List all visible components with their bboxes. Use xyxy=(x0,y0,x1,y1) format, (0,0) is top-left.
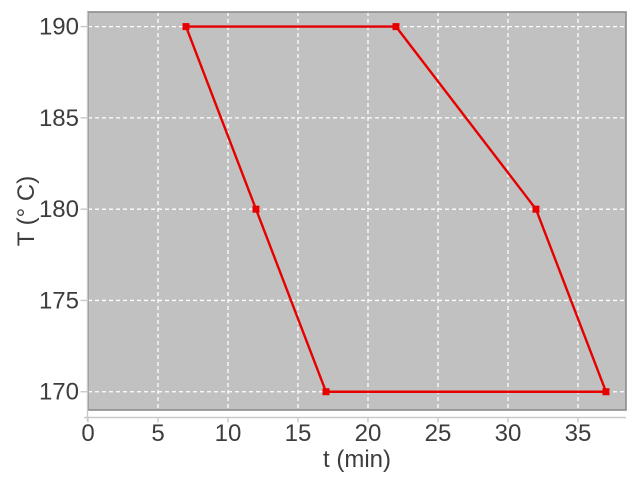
x-tick-label: 10 xyxy=(215,420,242,447)
data-point-marker xyxy=(182,23,190,31)
data-point-marker xyxy=(252,205,260,213)
y-tick-label: 170 xyxy=(39,379,79,406)
x-tick-label: 5 xyxy=(151,420,164,447)
x-tick-label: 25 xyxy=(425,420,452,447)
x-tick-label: 35 xyxy=(565,420,592,447)
plot-area xyxy=(88,12,626,410)
data-point-marker xyxy=(532,205,540,213)
y-tick-label: 190 xyxy=(39,14,79,41)
y-axis-title: T (° C) xyxy=(13,175,40,247)
y-tick-label: 175 xyxy=(39,287,79,314)
x-tick-label: 30 xyxy=(495,420,522,447)
y-tick-label: 185 xyxy=(39,105,79,132)
data-point-marker xyxy=(392,23,400,31)
x-tick-label: 0 xyxy=(81,420,94,447)
data-point-marker xyxy=(322,388,330,396)
x-tick-label: 20 xyxy=(355,420,382,447)
x-tick-label: 15 xyxy=(285,420,312,447)
data-point-marker xyxy=(602,388,610,396)
x-axis-title: t (min) xyxy=(323,446,391,473)
y-tick-label: 180 xyxy=(39,196,79,223)
